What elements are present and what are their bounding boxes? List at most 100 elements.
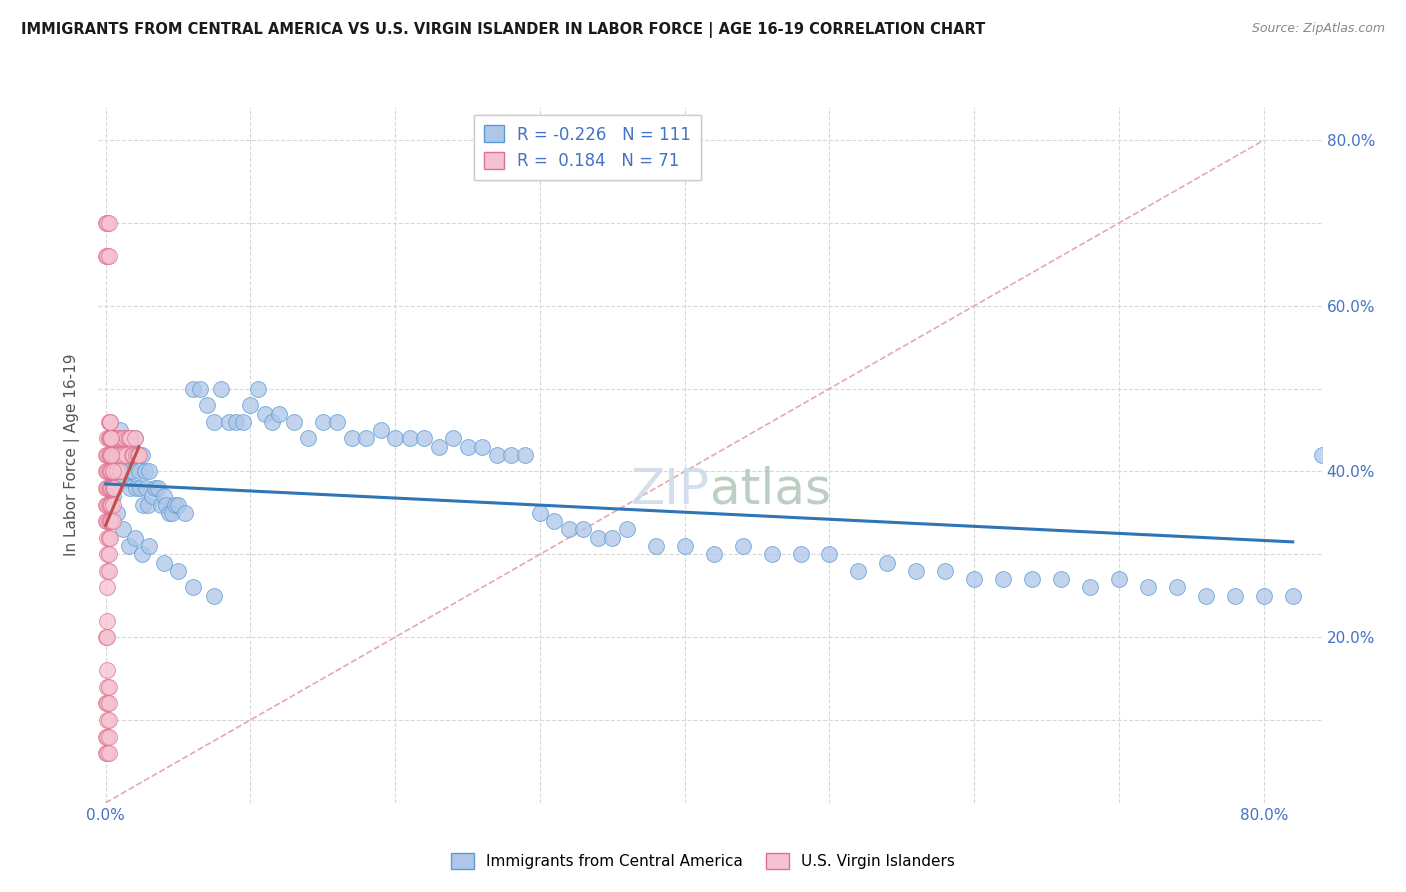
Point — [97, 697, 120, 711]
Point — [202, 589, 225, 603]
Point — [572, 523, 595, 537]
Point — [96, 630, 118, 644]
Point — [165, 498, 187, 512]
Point — [283, 415, 305, 429]
Point — [107, 473, 129, 487]
Point — [211, 382, 233, 396]
Point — [98, 514, 121, 528]
Point — [117, 431, 139, 445]
Point — [112, 440, 135, 454]
Point — [97, 713, 120, 727]
Point — [97, 746, 120, 760]
Point — [129, 481, 152, 495]
Point — [101, 498, 124, 512]
Point — [485, 448, 508, 462]
Point — [1021, 572, 1043, 586]
Point — [602, 531, 624, 545]
Point — [107, 431, 129, 445]
Point — [188, 382, 211, 396]
Point — [105, 448, 128, 462]
Point — [104, 431, 127, 445]
Point — [121, 448, 143, 462]
Point — [761, 547, 783, 561]
Point — [96, 481, 118, 495]
Point — [97, 514, 120, 528]
Point — [225, 415, 247, 429]
Point — [101, 431, 124, 445]
Point — [98, 431, 121, 445]
Point — [96, 431, 118, 445]
Point — [120, 431, 142, 445]
Point — [94, 630, 117, 644]
Text: ZIP: ZIP — [631, 466, 710, 514]
Point — [96, 514, 118, 528]
Point — [132, 498, 155, 512]
Point — [114, 473, 136, 487]
Point — [1281, 589, 1303, 603]
Point — [174, 506, 197, 520]
Point — [121, 448, 143, 462]
Point — [146, 481, 169, 495]
Point — [103, 465, 125, 479]
Point — [98, 498, 121, 512]
Point — [101, 465, 124, 479]
Point — [202, 415, 225, 429]
Point — [110, 456, 132, 470]
Point — [94, 448, 117, 462]
Point — [586, 531, 609, 545]
Point — [471, 440, 494, 454]
Point — [162, 506, 184, 520]
Point — [96, 713, 118, 727]
Point — [100, 431, 122, 445]
Point — [96, 614, 118, 628]
Text: Source: ZipAtlas.com: Source: ZipAtlas.com — [1251, 22, 1385, 36]
Point — [149, 498, 172, 512]
Point — [101, 448, 124, 462]
Point — [97, 680, 120, 694]
Point — [370, 423, 392, 437]
Point — [103, 431, 125, 445]
Legend: R = -0.226   N = 111, R =  0.184   N = 71: R = -0.226 N = 111, R = 0.184 N = 71 — [474, 115, 702, 180]
Point — [94, 514, 117, 528]
Point — [101, 514, 124, 528]
Text: atlas: atlas — [710, 466, 831, 514]
Point — [108, 423, 131, 437]
Point — [963, 572, 986, 586]
Point — [103, 481, 125, 495]
Point — [135, 481, 157, 495]
Point — [96, 746, 118, 760]
Point — [124, 431, 146, 445]
Point — [96, 465, 118, 479]
Point — [117, 431, 139, 445]
Point — [108, 465, 131, 479]
Point — [103, 481, 125, 495]
Point — [125, 448, 148, 462]
Point — [97, 498, 120, 512]
Point — [96, 581, 118, 595]
Point — [1253, 589, 1275, 603]
Point — [100, 481, 122, 495]
Point — [96, 531, 118, 545]
Point — [128, 465, 150, 479]
Point — [269, 407, 291, 421]
Point — [543, 514, 565, 528]
Point — [98, 415, 121, 429]
Point — [731, 539, 754, 553]
Point — [1108, 572, 1130, 586]
Point — [100, 431, 122, 445]
Point — [98, 448, 121, 462]
Point — [155, 498, 177, 512]
Point — [427, 440, 450, 454]
Point — [105, 431, 128, 445]
Point — [157, 506, 180, 520]
Point — [441, 431, 464, 445]
Point — [94, 697, 117, 711]
Point — [876, 556, 898, 570]
Point — [108, 448, 131, 462]
Point — [529, 506, 551, 520]
Point — [181, 581, 204, 595]
Point — [114, 431, 136, 445]
Point — [97, 431, 120, 445]
Point — [96, 564, 118, 578]
Point — [558, 523, 581, 537]
